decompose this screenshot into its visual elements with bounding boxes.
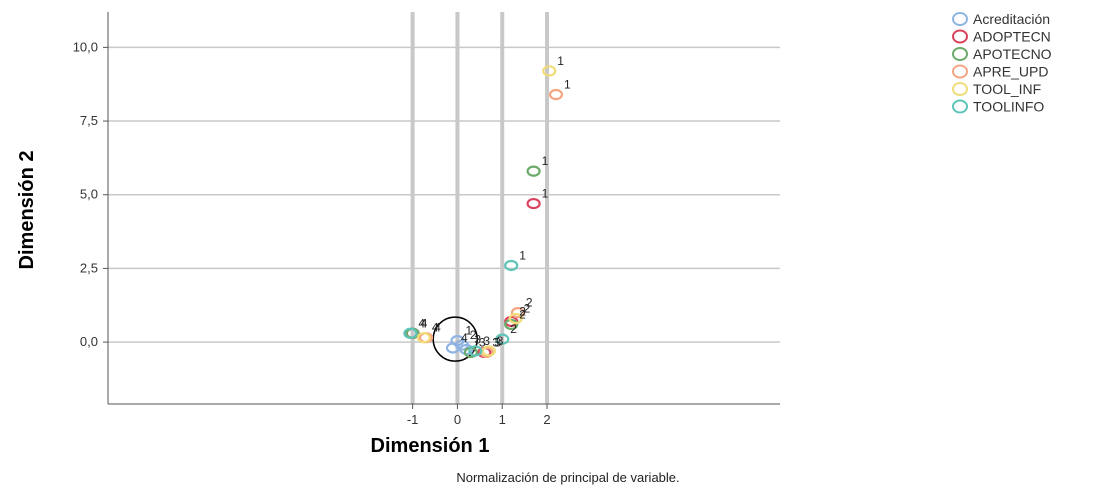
- point-label: 4: [434, 321, 441, 335]
- point-label: 3: [497, 334, 504, 348]
- x-axis-title: Dimensión 1: [371, 435, 490, 457]
- legend-marker: [952, 12, 968, 26]
- x-tick-label: -1: [407, 412, 419, 427]
- point-label: 4: [421, 316, 428, 330]
- data-point: [495, 333, 510, 345]
- point-label: 2: [526, 296, 533, 310]
- point-label: 2: [510, 322, 517, 336]
- point-label: 4: [418, 316, 425, 330]
- point-label: 2: [519, 304, 526, 318]
- legend-marker: [952, 64, 968, 79]
- data-point: [445, 342, 461, 354]
- point-label: 3: [479, 335, 486, 349]
- point-label: 3: [474, 332, 481, 346]
- data-point: [468, 345, 483, 357]
- data-point: [542, 65, 557, 77]
- data-point: [510, 307, 526, 319]
- point-label: 4: [461, 331, 468, 345]
- data-point: [403, 327, 418, 339]
- centroid-marker: [432, 316, 478, 362]
- legend-marker: [952, 82, 968, 96]
- point-label: 4: [421, 316, 428, 330]
- point-label: 3: [495, 335, 502, 349]
- legend-label: ADOPTECN: [973, 29, 1051, 45]
- legend-label: APRE_UPD: [973, 64, 1048, 80]
- point-label: 3: [483, 334, 490, 348]
- legend-label: TOOL_INF: [973, 81, 1041, 97]
- data-point: [416, 332, 431, 344]
- axes: 0,02,55,07,510,0-1 0 1 2: [73, 12, 780, 427]
- point-label: 1: [519, 248, 526, 262]
- y-axis-title: Dimensión 2: [16, 151, 38, 270]
- x-tick-label: 0: [454, 412, 461, 427]
- legend: AcreditaciónADOPTECNAPOTECNOAPRE_UPDTOOL…: [952, 11, 1052, 115]
- x-tick-label: 1: [499, 412, 506, 427]
- point-label: 2: [519, 307, 526, 321]
- legend-label: Acreditación: [973, 11, 1050, 27]
- point-label: 1: [542, 187, 549, 201]
- x-tick-label: 2: [543, 412, 550, 427]
- point-label: 1: [465, 324, 472, 338]
- y-tick-label: 5,0: [80, 187, 98, 202]
- data-point: [504, 259, 519, 272]
- legend-label: TOOLINFO: [973, 99, 1044, 115]
- point-label: 2: [470, 328, 477, 342]
- point-label: 3: [492, 335, 499, 349]
- data-point: [481, 345, 496, 357]
- legend-label: APOTECNO: [973, 46, 1052, 62]
- point-label: 4: [432, 321, 439, 335]
- y-tick-label: 10,0: [73, 39, 98, 54]
- footnote: Normalización de principal de variable.: [456, 470, 679, 485]
- legend-marker: [952, 99, 968, 114]
- data-point: [548, 88, 564, 101]
- centroid-circle: [432, 316, 478, 362]
- point-label: 1: [564, 78, 571, 92]
- data-point: [526, 165, 541, 177]
- legend-marker: [952, 29, 968, 44]
- point-label: 1: [542, 154, 549, 168]
- data-points: [403, 65, 564, 359]
- y-tick-label: 2,5: [80, 260, 98, 275]
- legend-marker: [952, 47, 968, 61]
- point-label: 1: [557, 54, 564, 68]
- y-tick-label: 7,5: [80, 113, 98, 128]
- y-tick-label: 0,0: [80, 334, 98, 349]
- grid: [108, 12, 780, 404]
- data-point: [508, 312, 523, 325]
- point-label: 2: [524, 302, 531, 316]
- data-point: [526, 197, 541, 210]
